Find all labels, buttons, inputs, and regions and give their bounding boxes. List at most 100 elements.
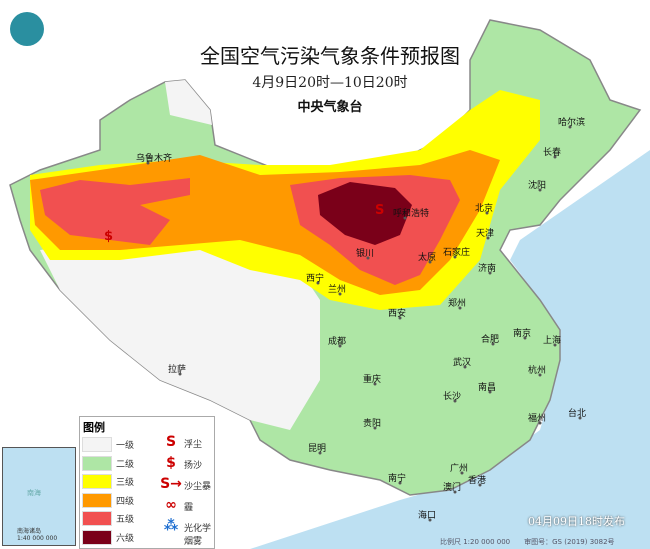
city-dot — [398, 316, 402, 320]
city-label: 西宁 — [306, 274, 325, 284]
city-label: 昆明 — [308, 444, 327, 454]
city-label: 长沙 — [443, 392, 462, 402]
legend-swatch — [82, 474, 112, 489]
publish-time: 04月09日18时发布 — [528, 515, 625, 528]
city-label: 呼和浩特 — [393, 209, 430, 219]
city-label: 合肥 — [481, 335, 500, 345]
legend-symbol-label: 沙尘暴 — [184, 482, 212, 492]
sandstorm-icon: S→ — [160, 476, 182, 492]
city-label: 拉萨 — [168, 365, 187, 375]
city-label: 沈阳 — [528, 181, 547, 191]
city-label: 南昌 — [478, 383, 497, 393]
city-label: 杭州 — [528, 366, 547, 376]
city-label: 济南 — [478, 264, 497, 274]
legend-symbol-label: 霾 — [184, 503, 194, 513]
floating-dust-icon: S — [375, 203, 384, 218]
city-dot — [428, 260, 432, 264]
city-dot — [453, 255, 457, 259]
city-dot — [523, 336, 527, 340]
city-dot — [318, 451, 322, 455]
city-dot — [146, 161, 150, 165]
blowing-sand-icon: $ — [166, 455, 176, 471]
city-label: 石家庄 — [443, 248, 471, 258]
city-dot — [491, 342, 495, 346]
floating-dust-icon: S — [165, 434, 177, 450]
city-label: 澳门 — [443, 483, 462, 493]
legend-level-label: 五级 — [116, 515, 135, 525]
legend-level-label: 四级 — [116, 496, 135, 507]
city-dot — [538, 421, 542, 425]
haze-icon: ∞ — [165, 497, 177, 513]
city-dot — [373, 382, 377, 386]
city-label: 香港 — [468, 476, 487, 486]
city-label: 太原 — [418, 253, 437, 263]
city-label: 南宁 — [388, 474, 407, 484]
city-label: 乌鲁木齐 — [136, 154, 173, 164]
city-dot — [578, 416, 582, 420]
city-dot — [458, 306, 462, 310]
city-dot — [398, 481, 402, 485]
city-label: 北京 — [475, 204, 494, 214]
city-dot — [338, 344, 342, 348]
legend-symbol-label: 扬沙 — [184, 461, 203, 471]
legend-symbol-label: 光化学烟雾 — [184, 524, 212, 547]
south-china-sea-inset: 南海 南海诸岛 1:40 000 000 — [2, 447, 76, 546]
city-label: 天津 — [476, 229, 495, 239]
sea — [250, 150, 650, 549]
city-dot — [538, 188, 542, 192]
legend-swatch — [82, 492, 112, 508]
city-label: 哈尔滨 — [558, 118, 586, 128]
map-title: 全国空气污染气象条件预报图 — [200, 44, 460, 68]
issuing-organization: 中央气象台 — [297, 100, 363, 115]
city-label: 西安 — [388, 309, 407, 319]
city-label: 福州 — [528, 414, 547, 424]
legend-symbol-label: 浮尘 — [184, 440, 203, 450]
inset-sea-label: 南海 — [27, 489, 41, 497]
city-dot — [568, 125, 572, 129]
city-dot — [338, 292, 342, 296]
review-number: 审图号：GS (2019) 3082号 — [524, 538, 615, 546]
city-dot — [488, 271, 492, 275]
city-label: 上海 — [543, 336, 562, 346]
legend-level-label: 六级 — [116, 533, 135, 544]
city-label: 成都 — [328, 337, 347, 347]
city-label: 广州 — [450, 464, 469, 474]
legend: 图例 一级 二级 三级 四级 五级 六级 S 浮尘 $ 扬沙 S→ 沙尘暴 ∞ 霾 ⁂ 光化学烟雾 — [79, 416, 215, 549]
photochemical-smog-icon: ⁂ — [163, 518, 179, 534]
level1-region-tibet — [40, 240, 320, 430]
map-footer: 比例尺 1:20 000 000 审图号：GS (2019) 3082号 — [440, 537, 629, 547]
city-dot — [553, 343, 557, 347]
city-dot — [460, 471, 464, 475]
scale-text: 比例尺 1:20 000 000 — [440, 538, 511, 546]
city-dot — [463, 365, 467, 369]
city-label: 海口 — [418, 511, 437, 521]
city-dot — [485, 211, 489, 215]
city-dot — [366, 256, 370, 260]
city-dot — [538, 373, 542, 377]
city-dot — [453, 399, 457, 403]
city-dot — [178, 372, 182, 376]
blowing-sand-icon: $ — [104, 229, 113, 244]
legend-level-label: 三级 — [116, 478, 135, 488]
legend-swatch — [82, 511, 112, 526]
level5-region-west — [40, 178, 190, 245]
city-dot — [453, 490, 457, 494]
city-label: 台北 — [568, 409, 587, 419]
legend-title: 图例 — [83, 421, 105, 434]
legend-swatch — [82, 455, 112, 471]
cma-logo — [10, 12, 44, 46]
level6-region — [318, 182, 412, 245]
legend-level-label: 二级 — [116, 459, 135, 470]
legend-swatch — [82, 437, 112, 452]
inset-title: 南海诸岛 — [17, 528, 42, 535]
city-dot — [553, 155, 557, 159]
level1-region-north — [165, 80, 212, 125]
city-label: 郑州 — [448, 299, 467, 309]
city-dot — [478, 483, 482, 487]
city-dot — [488, 390, 492, 394]
city-dot — [403, 216, 407, 220]
city-dot — [316, 281, 320, 285]
city-label: 兰州 — [328, 285, 347, 295]
